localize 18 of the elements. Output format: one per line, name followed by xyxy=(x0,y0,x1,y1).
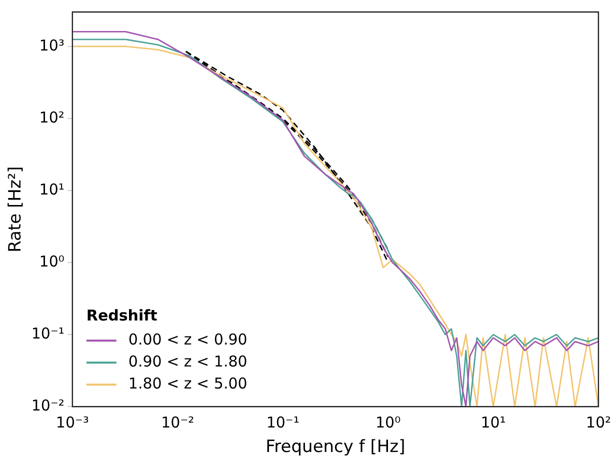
legend-title: Redshift xyxy=(86,306,158,324)
x-tick-label: 10¹ xyxy=(480,413,506,432)
x-axis-title: Frequency f [Hz] xyxy=(266,437,406,458)
legend-label: 1.80 < z < 5.00 xyxy=(128,374,248,392)
legend-label: 0.90 < z < 1.80 xyxy=(128,352,248,370)
y-tick-label: 10¹ xyxy=(39,180,64,198)
x-tick-label: 10⁻² xyxy=(161,413,194,432)
y-tick-label: 10³ xyxy=(39,36,64,54)
y-tick-label: 10⁻¹ xyxy=(31,324,64,342)
y-tick-label: 10⁻² xyxy=(31,396,64,414)
x-tick-label: 10² xyxy=(586,413,612,432)
x-tick-label: 10⁻¹ xyxy=(266,413,300,432)
y-axis-title: Rate [Hz²] xyxy=(6,166,26,252)
y-tick-label: 10² xyxy=(39,108,64,126)
x-tick-label: 10⁰ xyxy=(375,413,401,432)
x-tick-label: 10⁻³ xyxy=(56,413,89,432)
legend-label: 0.00 < z < 0.90 xyxy=(128,330,248,348)
y-tick-label: 10⁰ xyxy=(39,252,64,270)
